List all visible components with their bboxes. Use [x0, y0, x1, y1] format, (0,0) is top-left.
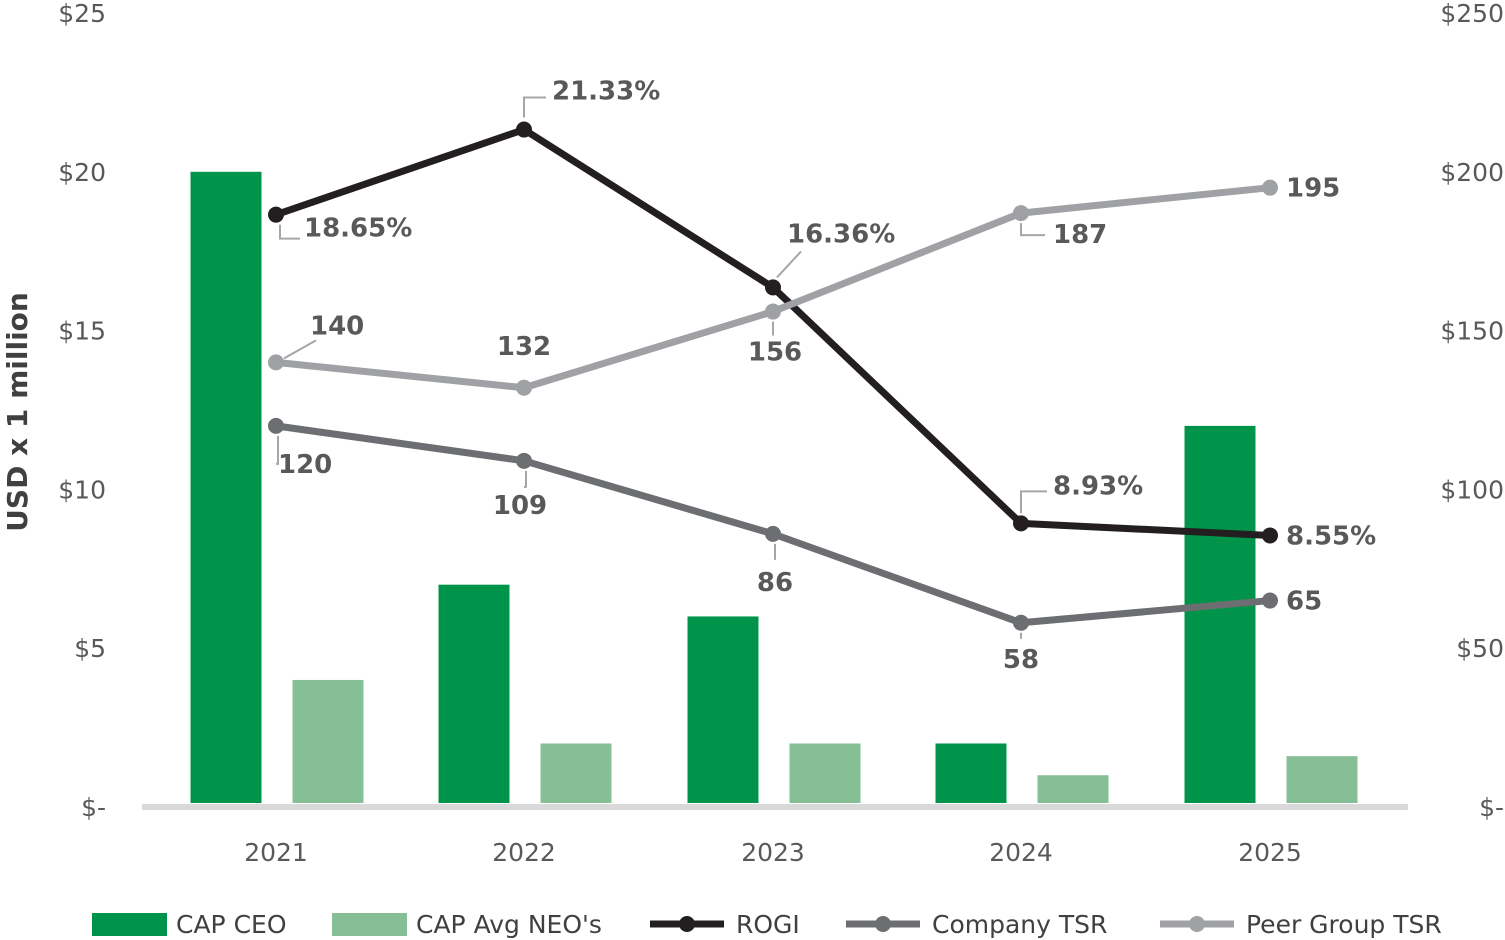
marker-company-tsr-2021	[268, 417, 284, 434]
bar-cap-avg-neo-s-2023	[789, 743, 861, 803]
legend-item-peer-group-tsr: Peer Group TSR	[1160, 910, 1442, 939]
data-label-peer-group-tsr-2023: 156	[748, 338, 802, 368]
legend-item-rogi: ROGI	[650, 910, 800, 939]
leader-rogi-2022	[523, 96, 546, 118]
bar-cap-avg-neo-s-2024	[1037, 775, 1109, 803]
legend: CAP CEO CAP Avg NEO's ROGI Company TSR Peer …	[92, 910, 1442, 939]
legend-label-cap-avg-neo-s: CAP Avg NEO's	[416, 910, 602, 939]
leader-lines-layer	[276, 96, 1047, 639]
data-label-peer-group-tsr-2021: 140	[310, 311, 364, 341]
data-label-rogi-2021: 18.65%	[304, 214, 412, 244]
leader-peer-group-tsr-2024	[1020, 223, 1045, 237]
data-label-peer-group-tsr-2022: 132	[497, 332, 551, 362]
legend-marker-rogi	[679, 916, 695, 932]
bar-cap-ceo-2024	[935, 743, 1007, 803]
data-labels-layer: 18.65% 21.33% 16.36% 8.93% 8.55% 120 109 86 58 65…	[278, 77, 1376, 675]
data-label-company-tsr-2022: 109	[493, 491, 547, 521]
left-axis-tick-label: $10	[58, 475, 106, 504]
left-axis-tick-label: $15	[58, 317, 106, 346]
bars-layer	[190, 171, 1358, 804]
bar-cap-avg-neo-s-2022	[540, 743, 612, 803]
data-label-peer-group-tsr-2025: 195	[1286, 174, 1340, 204]
data-label-rogi-2023: 16.36%	[787, 219, 895, 249]
leader-rogi-2021	[279, 224, 300, 240]
data-label-company-tsr-2024: 58	[1003, 645, 1039, 675]
legend-marker-peer-group-tsr	[1189, 916, 1205, 932]
marker-peer-group-tsr-2024	[1013, 205, 1029, 222]
marker-company-tsr-2025	[1262, 592, 1278, 609]
legend-swatch-cap-avg-neo-s	[332, 913, 407, 936]
bar-cap-ceo-2023	[687, 616, 759, 803]
marker-company-tsr-2024	[1013, 614, 1029, 631]
legend-item-cap-avg-neo-s: CAP Avg NEO's	[332, 910, 602, 939]
left-axis-tick-label: $20	[58, 158, 106, 187]
marker-rogi-2025	[1262, 527, 1278, 544]
right-axis-tick-label: $250	[1440, 0, 1504, 28]
left-axis-tick-label: $5	[74, 634, 106, 663]
legend-label-rogi: ROGI	[736, 910, 800, 939]
bar-cap-avg-neo-s-2025	[1286, 756, 1358, 803]
marker-peer-group-tsr-2023	[765, 303, 781, 320]
y-axis-title: USD x 1 million	[1, 292, 34, 532]
data-label-company-tsr-2025: 65	[1286, 587, 1322, 617]
left-axis-tick-label: $25	[58, 0, 106, 28]
legend-item-company-tsr: Company TSR	[846, 910, 1107, 939]
marker-rogi-2021	[268, 206, 284, 223]
data-label-peer-group-tsr-2024: 187	[1053, 220, 1107, 250]
leader-company-tsr-2022	[524, 470, 527, 488]
right-axis-tick-label: $200	[1440, 158, 1504, 187]
leader-rogi-2024	[1020, 490, 1047, 514]
legend-marker-company-tsr	[875, 916, 891, 932]
marker-rogi-2022	[516, 121, 532, 138]
legend-label-company-tsr: Company TSR	[932, 910, 1107, 939]
bar-cap-ceo-2022	[438, 584, 510, 803]
bar-cap-ceo-2025	[1184, 425, 1256, 803]
ticks-layer: $- $5 $10 $15 $20 $25 $- $50 $100 $150 $200 $250 202…	[58, 0, 1504, 867]
data-label-rogi-2024: 8.93%	[1053, 471, 1143, 501]
marker-company-tsr-2023	[765, 525, 781, 542]
marker-rogi-2023	[765, 279, 781, 296]
legend-item-cap-ceo: CAP CEO	[92, 910, 287, 939]
x-axis-tick-label: 2024	[989, 838, 1053, 867]
leader-rogi-2023	[776, 250, 802, 279]
marker-rogi-2024	[1013, 515, 1029, 532]
data-label-rogi-2022: 21.33%	[552, 77, 660, 107]
legend-swatch-cap-ceo	[92, 913, 167, 936]
legend-label-cap-ceo: CAP CEO	[176, 910, 287, 939]
right-axis-tick-label: $100	[1440, 475, 1504, 504]
marker-peer-group-tsr-2022	[516, 379, 532, 396]
bar-cap-ceo-2021	[190, 171, 262, 804]
marker-peer-group-tsr-2021	[268, 354, 284, 371]
right-axis-tick-label: $150	[1440, 317, 1504, 346]
lines-layer	[272, 126, 1274, 627]
markers-layer	[268, 121, 1278, 631]
x-axis-tick-label: 2025	[1238, 838, 1302, 867]
data-label-company-tsr-2021: 120	[278, 450, 332, 480]
leader-company-tsr-2021	[276, 435, 279, 465]
x-axis-tick-label: 2023	[741, 838, 805, 867]
data-label-rogi-2025: 8.55%	[1286, 521, 1376, 551]
leader-peer-group-tsr-2021	[283, 339, 317, 360]
right-axis-tick-label: $50	[1456, 634, 1504, 663]
x-axis-tick-label: 2021	[244, 838, 308, 867]
marker-company-tsr-2022	[516, 452, 532, 469]
marker-peer-group-tsr-2025	[1262, 179, 1278, 196]
legend-label-peer-group-tsr: Peer Group TSR	[1246, 910, 1442, 939]
data-label-company-tsr-2023: 86	[757, 568, 793, 598]
left-axis-tick-label: $-	[81, 793, 106, 822]
right-axis-tick-label: $-	[1479, 793, 1504, 822]
x-axis-tick-label: 2022	[492, 838, 556, 867]
bar-cap-avg-neo-s-2021	[292, 679, 364, 803]
